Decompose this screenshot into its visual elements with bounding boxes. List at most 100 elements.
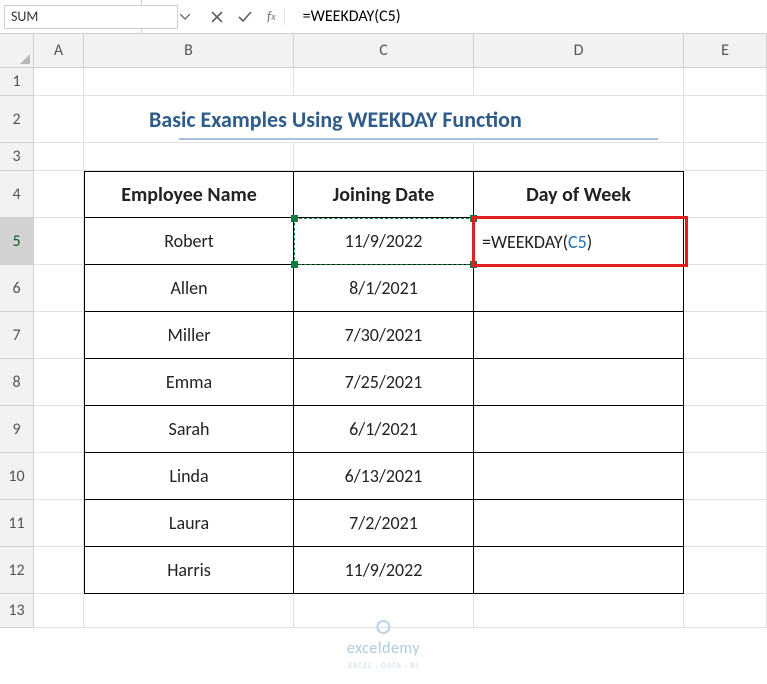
cell-C7[interactable]: 7/30/2021	[294, 312, 474, 359]
watermark-brand: exceldemy	[347, 639, 420, 658]
cell-D1[interactable]	[474, 68, 684, 96]
cell-C12[interactable]: 11/9/2022	[294, 547, 474, 594]
col-header-E[interactable]: E	[684, 34, 767, 67]
cell-D7[interactable]	[474, 312, 684, 359]
cell-E5[interactable]	[684, 218, 767, 265]
cell-C13[interactable]	[294, 594, 474, 628]
row-header-1[interactable]: 1	[0, 68, 34, 96]
formula-input[interactable]	[291, 0, 767, 33]
cell-A6[interactable]	[34, 265, 84, 312]
cancel-icon[interactable]	[203, 3, 231, 31]
cell-A9[interactable]	[34, 406, 84, 453]
cell-E2[interactable]	[684, 96, 767, 143]
cell-C6[interactable]: 8/1/2021	[294, 265, 474, 312]
watermark-tag: EXCEL · DATA · BI	[348, 661, 419, 671]
cell-E1[interactable]	[684, 68, 767, 96]
row-header-9[interactable]: 9	[0, 406, 34, 453]
cell-C10[interactable]: 6/13/2021	[294, 453, 474, 500]
col-header-A[interactable]: A	[34, 34, 84, 67]
cell-B8[interactable]: Emma	[84, 359, 294, 406]
select-all-corner[interactable]	[0, 34, 34, 67]
cell-D11[interactable]	[474, 500, 684, 547]
cell-A12[interactable]	[34, 547, 84, 594]
cell-D8[interactable]	[474, 359, 684, 406]
row-header-5[interactable]: 5	[0, 218, 34, 265]
cell-B5[interactable]: Robert	[84, 218, 294, 265]
cell-B3[interactable]	[84, 143, 294, 171]
enter-icon[interactable]	[231, 3, 259, 31]
row-header-6[interactable]: 6	[0, 265, 34, 312]
row-header-3[interactable]: 3	[0, 143, 34, 171]
row-header-7[interactable]: 7	[0, 312, 34, 359]
cell-B10[interactable]: Linda	[84, 453, 294, 500]
cell-C8[interactable]: 7/25/2021	[294, 359, 474, 406]
cell-A5[interactable]	[34, 218, 84, 265]
formula-token-fn: =WEEKDAY(	[482, 231, 568, 253]
row-header-12[interactable]: 12	[0, 547, 34, 594]
formula-bar: fx	[0, 0, 767, 34]
cell-C5[interactable]: 11/9/2022	[294, 218, 474, 265]
col-header-C[interactable]: C	[294, 34, 474, 67]
header-joining-date[interactable]: Joining Date	[294, 171, 474, 218]
cell-E6[interactable]	[684, 265, 767, 312]
cell-A10[interactable]	[34, 453, 84, 500]
row-header-13[interactable]: 13	[0, 594, 34, 628]
name-box-container	[0, 0, 142, 33]
cell-E3[interactable]	[684, 143, 767, 171]
page-title: Basic Examples Using WEEKDAY Function	[149, 106, 522, 133]
cell-A2[interactable]	[34, 96, 84, 143]
cell-E13[interactable]	[684, 594, 767, 628]
cell-C1[interactable]	[294, 68, 474, 96]
col-header-B[interactable]: B	[84, 34, 294, 67]
formula-token-ref: C5	[568, 231, 587, 253]
cell-B6[interactable]: Allen	[84, 265, 294, 312]
col-header-D[interactable]: D	[474, 34, 684, 67]
cell-E8[interactable]	[684, 359, 767, 406]
cell-E10[interactable]	[684, 453, 767, 500]
cell-A8[interactable]	[34, 359, 84, 406]
cell-A1[interactable]	[34, 68, 84, 96]
cell-A3[interactable]	[34, 143, 84, 171]
cell-A13[interactable]	[34, 594, 84, 628]
cell-A7[interactable]	[34, 312, 84, 359]
row-header-11[interactable]: 11	[0, 500, 34, 547]
cell-E11[interactable]	[684, 500, 767, 547]
cell-D12[interactable]	[474, 547, 684, 594]
cell-A4[interactable]	[34, 171, 84, 218]
cell-C11[interactable]: 7/2/2021	[294, 500, 474, 547]
cell-C9[interactable]: 6/1/2021	[294, 406, 474, 453]
cell-D3[interactable]	[474, 143, 684, 171]
cell-D13[interactable]	[474, 594, 684, 628]
row-header-2[interactable]: 2	[0, 96, 34, 143]
cell-B7[interactable]: Miller	[84, 312, 294, 359]
formula-bar-spacer	[142, 0, 197, 33]
fx-icon[interactable]: fx	[259, 8, 285, 25]
cell-A11[interactable]	[34, 500, 84, 547]
cell-D9[interactable]	[474, 406, 684, 453]
cell-B12[interactable]: Harris	[84, 547, 294, 594]
spreadsheet-grid: A B C D E 1 2 Basic Examples Using WEEKD…	[0, 34, 767, 684]
cell-E12[interactable]	[684, 547, 767, 594]
row-header-4[interactable]: 4	[0, 171, 34, 218]
column-headers: A B C D E	[0, 34, 767, 68]
cell-D6[interactable]	[474, 265, 684, 312]
title-cell[interactable]: Basic Examples Using WEEKDAY Function	[84, 96, 684, 143]
header-day-of-week[interactable]: Day of Week	[474, 171, 684, 218]
cell-B11[interactable]: Laura	[84, 500, 294, 547]
cell-B13[interactable]	[84, 594, 294, 628]
active-cell-formula[interactable]: =WEEKDAY(C5)	[478, 218, 596, 265]
header-employee-name[interactable]: Employee Name	[84, 171, 294, 218]
cell-D10[interactable]	[474, 453, 684, 500]
formula-bar-buttons: fx	[197, 0, 291, 33]
cell-E9[interactable]	[684, 406, 767, 453]
row-header-10[interactable]: 10	[0, 453, 34, 500]
cell-E7[interactable]	[684, 312, 767, 359]
title-underline	[179, 138, 658, 140]
cell-B1[interactable]	[84, 68, 294, 96]
row-header-8[interactable]: 8	[0, 359, 34, 406]
formula-token-suffix: )	[587, 231, 592, 253]
cell-C3[interactable]	[294, 143, 474, 171]
cell-E4[interactable]	[684, 171, 767, 218]
cell-B9[interactable]: Sarah	[84, 406, 294, 453]
rows-container: 1 2 Basic Examples Using WEEKDAY Functio…	[0, 68, 767, 628]
